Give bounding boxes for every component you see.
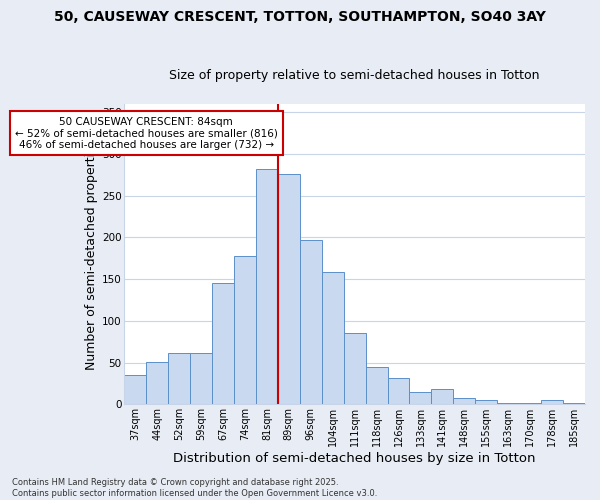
X-axis label: Distribution of semi-detached houses by size in Totton: Distribution of semi-detached houses by … (173, 452, 536, 465)
Bar (212, 284, 234, 405)
Bar (388, 378, 409, 404)
Bar (344, 334, 365, 404)
Text: Contains HM Land Registry data © Crown copyright and database right 2025.
Contai: Contains HM Land Registry data © Crown c… (12, 478, 377, 498)
Bar (190, 354, 212, 405)
Bar (278, 174, 300, 404)
Text: 50 CAUSEWAY CRESCENT: 84sqm
← 52% of semi-detached houses are smaller (816)
46% : 50 CAUSEWAY CRESCENT: 84sqm ← 52% of sem… (15, 116, 278, 150)
Y-axis label: Number of semi-detached properties: Number of semi-detached properties (85, 138, 98, 370)
Bar (541, 400, 563, 404)
Text: 50, CAUSEWAY CRESCENT, TOTTON, SOUTHAMPTON, SO40 3AY: 50, CAUSEWAY CRESCENT, TOTTON, SOUTHAMPT… (54, 10, 546, 24)
Bar (124, 375, 146, 404)
Bar (365, 367, 388, 405)
Title: Size of property relative to semi-detached houses in Totton: Size of property relative to semi-detach… (169, 69, 540, 82)
Bar (322, 272, 344, 404)
Bar (256, 169, 278, 404)
Bar (563, 402, 585, 404)
Bar (300, 240, 322, 404)
Bar (234, 256, 256, 404)
Bar (146, 362, 168, 405)
Bar (409, 392, 431, 404)
Bar (497, 402, 519, 404)
Bar (454, 398, 475, 404)
Bar (431, 390, 454, 404)
Bar (475, 400, 497, 404)
Bar (168, 354, 190, 405)
